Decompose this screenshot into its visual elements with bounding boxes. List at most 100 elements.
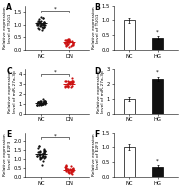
Point <box>40 101 43 104</box>
Point <box>68 82 71 85</box>
Point <box>38 145 41 148</box>
Point <box>72 41 75 44</box>
Point <box>35 21 38 24</box>
Text: *: * <box>156 29 159 34</box>
Point <box>44 101 47 104</box>
Point <box>72 170 75 173</box>
Point <box>69 40 72 43</box>
Point <box>35 23 38 26</box>
Point <box>65 168 68 171</box>
Point <box>67 46 70 49</box>
Point <box>40 16 43 19</box>
Y-axis label: Relative expression
level of E2F3: Relative expression level of E2F3 <box>92 133 100 176</box>
Point <box>43 101 46 104</box>
Point <box>64 80 67 83</box>
Point <box>68 168 71 171</box>
Point <box>71 43 74 46</box>
Point <box>65 170 68 173</box>
Point <box>67 40 70 43</box>
Point <box>68 38 71 41</box>
Y-axis label: Relative expression
level of TUG1: Relative expression level of TUG1 <box>3 7 12 49</box>
Point <box>66 40 68 43</box>
Point <box>43 25 46 28</box>
Text: *: * <box>54 133 56 138</box>
Point <box>41 102 44 105</box>
Point <box>39 156 42 159</box>
Point <box>37 150 40 153</box>
Point <box>39 149 42 152</box>
Point <box>65 38 68 41</box>
Point <box>41 28 43 31</box>
Point <box>43 99 46 102</box>
Point <box>41 155 43 158</box>
Point <box>39 158 41 161</box>
Point <box>70 45 72 48</box>
Point <box>44 155 47 158</box>
Point <box>39 22 42 25</box>
Point <box>42 152 45 155</box>
Point <box>41 102 44 105</box>
Point <box>36 100 39 103</box>
Point <box>43 149 46 152</box>
Point <box>38 102 41 105</box>
Point <box>66 38 69 41</box>
Point <box>69 168 72 171</box>
Point <box>43 99 46 102</box>
Point <box>68 81 71 84</box>
Point <box>43 100 46 103</box>
Point <box>66 171 69 174</box>
Point <box>65 80 68 83</box>
Point <box>66 43 69 46</box>
Point <box>37 27 39 30</box>
Point <box>70 80 72 83</box>
Point <box>71 40 74 43</box>
Text: F: F <box>95 130 100 139</box>
Bar <box>124 20 135 50</box>
Point <box>64 84 67 87</box>
Point <box>70 168 73 171</box>
Point <box>64 164 67 167</box>
Point <box>36 146 39 149</box>
Point <box>71 81 74 84</box>
Point <box>70 80 73 83</box>
Point <box>64 85 67 88</box>
Point <box>39 154 42 157</box>
Point <box>39 102 42 105</box>
Text: D: D <box>95 67 101 76</box>
Point <box>40 23 43 26</box>
Point <box>42 22 45 25</box>
Point <box>39 102 41 105</box>
Text: *: * <box>156 70 159 75</box>
Point <box>37 23 40 26</box>
Point <box>38 104 41 107</box>
Point <box>64 44 67 47</box>
Point <box>70 84 73 87</box>
Point <box>38 19 41 22</box>
Point <box>42 17 45 20</box>
Point <box>38 101 41 104</box>
Text: *: * <box>156 158 159 163</box>
Point <box>38 22 41 25</box>
Point <box>68 40 71 43</box>
Point <box>65 82 68 85</box>
Point <box>65 44 68 47</box>
Text: E: E <box>6 130 11 139</box>
Point <box>66 43 68 46</box>
Point <box>68 81 71 84</box>
Point <box>40 102 43 105</box>
Point <box>42 160 45 163</box>
Point <box>37 101 39 104</box>
Point <box>64 41 67 44</box>
Point <box>43 152 46 155</box>
Point <box>43 24 46 27</box>
Point <box>70 171 73 174</box>
Point <box>38 151 41 154</box>
Point <box>41 26 43 29</box>
Point <box>39 100 42 103</box>
Point <box>42 154 45 157</box>
Point <box>64 165 67 168</box>
Point <box>64 167 67 170</box>
Point <box>64 167 67 170</box>
Point <box>42 27 45 30</box>
Point <box>36 103 39 106</box>
